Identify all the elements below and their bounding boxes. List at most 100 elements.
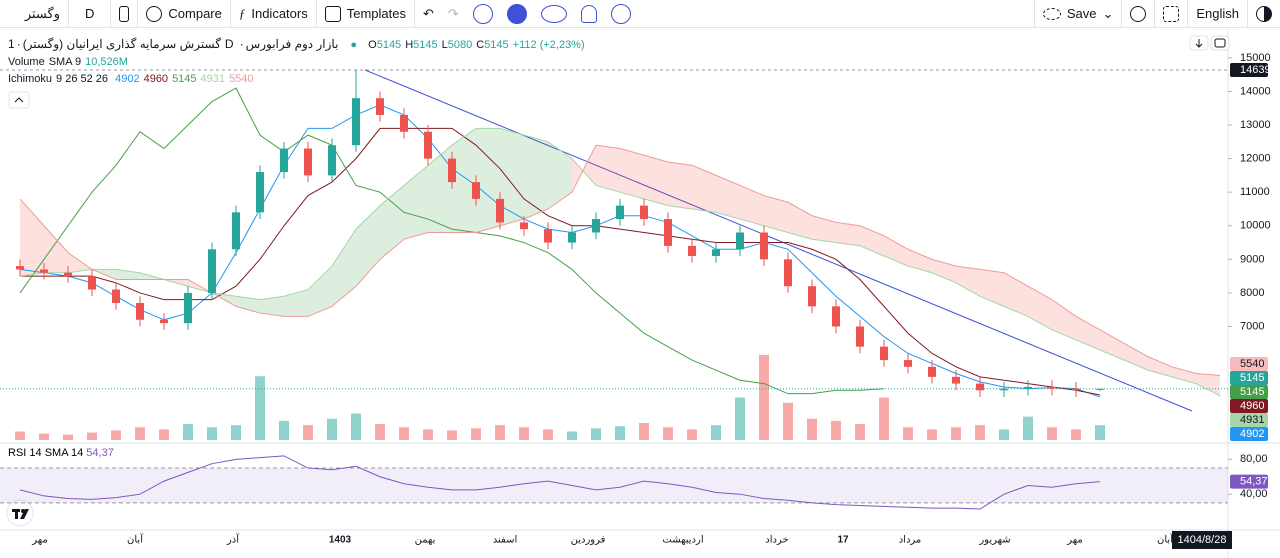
ichimoku-value: 4931	[200, 73, 226, 85]
volume-bar	[519, 427, 529, 440]
candle-body	[664, 219, 672, 246]
candle-body	[1000, 388, 1008, 391]
cloud-segment	[452, 128, 476, 233]
price-label-bg	[1230, 399, 1268, 413]
theme-button[interactable]	[1248, 0, 1280, 28]
candle-body	[328, 145, 336, 176]
fullscreen-icon	[1163, 5, 1180, 22]
cloud-segment	[308, 266, 332, 317]
collapse-button[interactable]	[8, 91, 30, 109]
x-tick-label: مهر	[1066, 535, 1082, 546]
volume-bar	[231, 425, 241, 440]
volume-bar	[159, 429, 169, 440]
rsi-band	[0, 468, 1228, 503]
templates-button[interactable]: Templates	[317, 0, 415, 28]
fullscreen-button[interactable]	[1155, 0, 1189, 28]
y-tick-label: 80,00	[1240, 453, 1268, 465]
language-button[interactable]: English	[1188, 0, 1248, 28]
cloud-segment	[692, 165, 716, 213]
candle-body	[472, 182, 480, 199]
settings-button[interactable]	[1122, 0, 1156, 28]
indicators-label: Indicators	[251, 6, 308, 21]
candle-body	[712, 249, 720, 256]
cloud-segment	[716, 175, 740, 220]
volume-bar	[1071, 429, 1081, 440]
volume-bar	[111, 430, 121, 440]
candle-body	[160, 319, 168, 324]
y-tick-label: 12000	[1240, 153, 1271, 165]
candle-body	[1072, 388, 1080, 391]
candle-body	[64, 272, 72, 277]
x-tick-label: خرداد	[765, 535, 788, 546]
cloud-segment	[740, 185, 764, 226]
candle-body	[760, 232, 768, 260]
volume-bar	[423, 429, 433, 440]
ohlc-key: O	[368, 39, 377, 51]
interval-button[interactable]: D	[69, 0, 112, 28]
volume-bar	[15, 431, 25, 440]
cloud-segment	[620, 148, 644, 199]
y-tick-label: 13000	[1240, 119, 1271, 131]
volume-bar	[663, 427, 673, 440]
grid-icon	[324, 5, 341, 22]
volume-bar	[135, 427, 145, 440]
cloud-segment	[596, 145, 620, 193]
undo[interactable]: ↶	[422, 5, 434, 21]
chart-buttons[interactable]	[1189, 35, 1230, 51]
volume-bar	[903, 427, 913, 440]
price-label: 5145	[1240, 386, 1264, 398]
symbol-title: گسترش سرمایه گذاری ایرانیان (وگستر)	[22, 37, 221, 51]
cloud-segment	[524, 135, 548, 220]
price-label: 5145	[1240, 372, 1264, 384]
candle-body	[304, 148, 312, 176]
trend-line[interactable]	[364, 69, 1193, 412]
candle-body	[112, 289, 120, 303]
cloud-segment	[1196, 373, 1220, 396]
current-date: 1404/8/28	[1178, 534, 1227, 546]
save-menu[interactable]: ⌄	[1102, 5, 1114, 21]
volume-bar	[591, 428, 601, 440]
cloud-segment	[68, 252, 92, 273]
redo[interactable]: ↷	[447, 5, 459, 21]
compare-button[interactable]: Compare	[138, 0, 231, 28]
y-tick-label: 8000	[1240, 287, 1264, 299]
tool-5[interactable]	[610, 3, 631, 24]
tool-2[interactable]	[506, 3, 527, 24]
cloud-segment	[404, 165, 428, 240]
candle-body	[40, 269, 48, 273]
chart-type-button[interactable]	[111, 0, 139, 28]
candle-body	[904, 360, 912, 367]
candle-body	[592, 219, 600, 233]
tool-1[interactable]	[472, 3, 493, 24]
volume-sma: 10,526M	[85, 56, 128, 68]
ichimoku-value: 4960	[143, 73, 169, 85]
x-tick-label: اسفند	[493, 535, 517, 546]
candle-body	[88, 276, 96, 290]
cloud-segment	[236, 296, 260, 314]
volume-bar	[951, 427, 961, 440]
symbol-search[interactable]: وگستر	[0, 0, 69, 28]
volume-bar	[87, 432, 97, 440]
symbol-legend: گسترش سرمایه گذاری ایرانیان (وگستر)1Dباز…	[8, 36, 589, 54]
rsi-value-bg	[1230, 474, 1268, 489]
language: English	[1196, 6, 1239, 21]
rsi-legend: RSI 14 SMA 14 54,37	[8, 445, 114, 462]
cloud-icon	[1042, 7, 1061, 20]
interval: D	[85, 6, 95, 21]
volume-bar	[975, 425, 985, 440]
cloud-segment	[500, 128, 524, 226]
ichimoku-line	[20, 127, 1101, 396]
ohlc-key: L	[441, 39, 448, 51]
alert-icon[interactable]	[580, 4, 597, 23]
candle-body	[952, 376, 960, 384]
ichimoku-line	[19, 127, 1221, 397]
tool-3[interactable]	[540, 4, 567, 23]
indicators-button[interactable]: ƒ Indicators	[231, 0, 317, 28]
save-button[interactable]: Save ⌄	[1033, 0, 1123, 28]
cloud-segment	[1124, 343, 1148, 371]
y-tick-label: 15000	[1240, 52, 1271, 64]
cloud-segment	[836, 222, 860, 246]
cloud-segment	[20, 198, 44, 277]
save-label: Save	[1066, 6, 1097, 21]
gear-icon	[1130, 5, 1147, 22]
